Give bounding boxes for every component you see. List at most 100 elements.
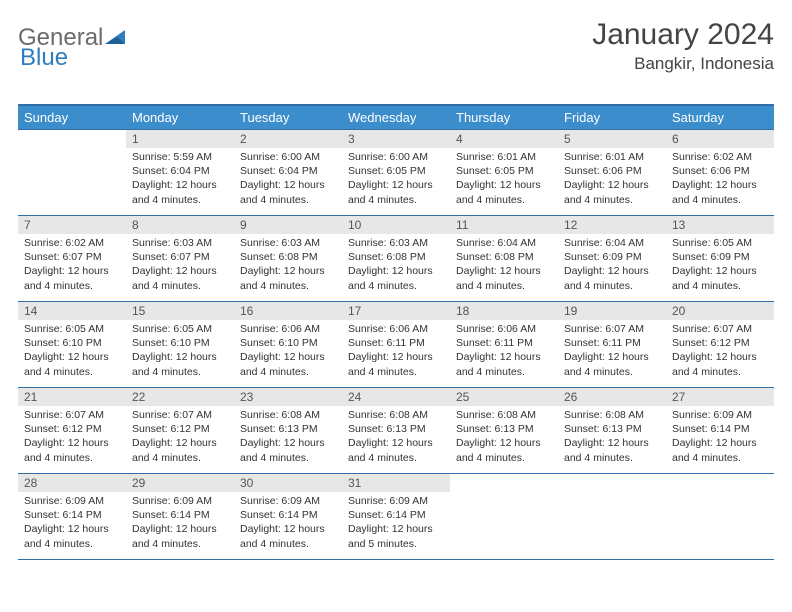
day-details: Sunrise: 6:07 AMSunset: 6:12 PMDaylight:…: [666, 320, 774, 383]
day-details: Sunrise: 6:05 AMSunset: 6:10 PMDaylight:…: [126, 320, 234, 383]
day-number: 31: [342, 474, 450, 492]
calendar-day-cell: 14Sunrise: 6:05 AMSunset: 6:10 PMDayligh…: [18, 302, 126, 388]
day-details: Sunrise: 6:01 AMSunset: 6:06 PMDaylight:…: [558, 148, 666, 211]
calendar-week-row: 21Sunrise: 6:07 AMSunset: 6:12 PMDayligh…: [18, 388, 774, 474]
calendar-day-cell: [450, 474, 558, 560]
calendar-day-cell: 4Sunrise: 6:01 AMSunset: 6:05 PMDaylight…: [450, 130, 558, 216]
day-details: Sunrise: 6:09 AMSunset: 6:14 PMDaylight:…: [342, 492, 450, 555]
day-number: 24: [342, 388, 450, 406]
day-details: Sunrise: 6:09 AMSunset: 6:14 PMDaylight:…: [234, 492, 342, 555]
day-number: 19: [558, 302, 666, 320]
calendar-day-cell: 8Sunrise: 6:03 AMSunset: 6:07 PMDaylight…: [126, 216, 234, 302]
calendar-day-cell: 15Sunrise: 6:05 AMSunset: 6:10 PMDayligh…: [126, 302, 234, 388]
calendar-week-row: 28Sunrise: 6:09 AMSunset: 6:14 PMDayligh…: [18, 474, 774, 560]
day-details: Sunrise: 6:00 AMSunset: 6:04 PMDaylight:…: [234, 148, 342, 211]
day-number: 6: [666, 130, 774, 148]
day-details: Sunrise: 6:04 AMSunset: 6:08 PMDaylight:…: [450, 234, 558, 297]
day-details: Sunrise: 6:09 AMSunset: 6:14 PMDaylight:…: [126, 492, 234, 555]
calendar-day-cell: [666, 474, 774, 560]
day-number: 29: [126, 474, 234, 492]
day-details: Sunrise: 6:07 AMSunset: 6:12 PMDaylight:…: [18, 406, 126, 469]
calendar-day-cell: [18, 130, 126, 216]
calendar-day-cell: [558, 474, 666, 560]
calendar-day-cell: 13Sunrise: 6:05 AMSunset: 6:09 PMDayligh…: [666, 216, 774, 302]
day-details: Sunrise: 6:01 AMSunset: 6:05 PMDaylight:…: [450, 148, 558, 211]
day-number: 3: [342, 130, 450, 148]
day-number: 13: [666, 216, 774, 234]
weekday-header: Thursday: [450, 105, 558, 130]
calendar-day-cell: 12Sunrise: 6:04 AMSunset: 6:09 PMDayligh…: [558, 216, 666, 302]
calendar-day-cell: 16Sunrise: 6:06 AMSunset: 6:10 PMDayligh…: [234, 302, 342, 388]
title-block: January 2024 Bangkir, Indonesia: [592, 18, 774, 74]
calendar-day-cell: 17Sunrise: 6:06 AMSunset: 6:11 PMDayligh…: [342, 302, 450, 388]
calendar-day-cell: 3Sunrise: 6:00 AMSunset: 6:05 PMDaylight…: [342, 130, 450, 216]
day-details: Sunrise: 5:59 AMSunset: 6:04 PMDaylight:…: [126, 148, 234, 211]
day-number: 26: [558, 388, 666, 406]
calendar-day-cell: 20Sunrise: 6:07 AMSunset: 6:12 PMDayligh…: [666, 302, 774, 388]
calendar-day-cell: 24Sunrise: 6:08 AMSunset: 6:13 PMDayligh…: [342, 388, 450, 474]
calendar-day-cell: 28Sunrise: 6:09 AMSunset: 6:14 PMDayligh…: [18, 474, 126, 560]
day-number: 7: [18, 216, 126, 234]
calendar-day-cell: 2Sunrise: 6:00 AMSunset: 6:04 PMDaylight…: [234, 130, 342, 216]
day-number: 11: [450, 216, 558, 234]
day-details: Sunrise: 6:05 AMSunset: 6:09 PMDaylight:…: [666, 234, 774, 297]
day-number: 15: [126, 302, 234, 320]
day-number: 12: [558, 216, 666, 234]
day-details: Sunrise: 6:05 AMSunset: 6:10 PMDaylight:…: [18, 320, 126, 383]
day-number: 18: [450, 302, 558, 320]
day-number: 28: [18, 474, 126, 492]
calendar-day-cell: 22Sunrise: 6:07 AMSunset: 6:12 PMDayligh…: [126, 388, 234, 474]
day-number: 1: [126, 130, 234, 148]
day-details: Sunrise: 6:03 AMSunset: 6:08 PMDaylight:…: [234, 234, 342, 297]
day-number: 23: [234, 388, 342, 406]
day-number: 21: [18, 388, 126, 406]
brand-text-2: Blue: [20, 44, 68, 72]
day-number: 25: [450, 388, 558, 406]
day-details: Sunrise: 6:08 AMSunset: 6:13 PMDaylight:…: [342, 406, 450, 469]
weekday-header-row: Sunday Monday Tuesday Wednesday Thursday…: [18, 105, 774, 130]
day-number: 8: [126, 216, 234, 234]
day-details: Sunrise: 6:06 AMSunset: 6:11 PMDaylight:…: [342, 320, 450, 383]
day-number: 16: [234, 302, 342, 320]
day-number: 4: [450, 130, 558, 148]
calendar-day-cell: 9Sunrise: 6:03 AMSunset: 6:08 PMDaylight…: [234, 216, 342, 302]
calendar-day-cell: 1Sunrise: 5:59 AMSunset: 6:04 PMDaylight…: [126, 130, 234, 216]
calendar-week-row: 7Sunrise: 6:02 AMSunset: 6:07 PMDaylight…: [18, 216, 774, 302]
day-details: Sunrise: 6:09 AMSunset: 6:14 PMDaylight:…: [666, 406, 774, 469]
day-number: 17: [342, 302, 450, 320]
day-details: Sunrise: 6:04 AMSunset: 6:09 PMDaylight:…: [558, 234, 666, 297]
day-details: Sunrise: 6:06 AMSunset: 6:10 PMDaylight:…: [234, 320, 342, 383]
calendar-day-cell: 7Sunrise: 6:02 AMSunset: 6:07 PMDaylight…: [18, 216, 126, 302]
calendar-day-cell: 6Sunrise: 6:02 AMSunset: 6:06 PMDaylight…: [666, 130, 774, 216]
day-number: 2: [234, 130, 342, 148]
day-number: 9: [234, 216, 342, 234]
day-number: [558, 474, 666, 478]
calendar-week-row: 14Sunrise: 6:05 AMSunset: 6:10 PMDayligh…: [18, 302, 774, 388]
day-number: [666, 474, 774, 478]
calendar-day-cell: 29Sunrise: 6:09 AMSunset: 6:14 PMDayligh…: [126, 474, 234, 560]
weekday-header: Tuesday: [234, 105, 342, 130]
calendar-day-cell: 5Sunrise: 6:01 AMSunset: 6:06 PMDaylight…: [558, 130, 666, 216]
calendar-week-row: 1Sunrise: 5:59 AMSunset: 6:04 PMDaylight…: [18, 130, 774, 216]
day-details: Sunrise: 6:06 AMSunset: 6:11 PMDaylight:…: [450, 320, 558, 383]
day-number: 5: [558, 130, 666, 148]
day-details: Sunrise: 6:03 AMSunset: 6:08 PMDaylight:…: [342, 234, 450, 297]
weekday-header: Wednesday: [342, 105, 450, 130]
calendar-day-cell: 31Sunrise: 6:09 AMSunset: 6:14 PMDayligh…: [342, 474, 450, 560]
calendar-day-cell: 25Sunrise: 6:08 AMSunset: 6:13 PMDayligh…: [450, 388, 558, 474]
day-details: Sunrise: 6:02 AMSunset: 6:06 PMDaylight:…: [666, 148, 774, 211]
calendar-day-cell: 23Sunrise: 6:08 AMSunset: 6:13 PMDayligh…: [234, 388, 342, 474]
calendar-table: Sunday Monday Tuesday Wednesday Thursday…: [18, 104, 774, 560]
weekday-header: Monday: [126, 105, 234, 130]
day-details: Sunrise: 6:07 AMSunset: 6:11 PMDaylight:…: [558, 320, 666, 383]
calendar-day-cell: 18Sunrise: 6:06 AMSunset: 6:11 PMDayligh…: [450, 302, 558, 388]
day-details: Sunrise: 6:08 AMSunset: 6:13 PMDaylight:…: [450, 406, 558, 469]
day-number: [18, 130, 126, 134]
month-title: January 2024: [592, 18, 774, 52]
weekday-header: Saturday: [666, 105, 774, 130]
day-details: Sunrise: 6:00 AMSunset: 6:05 PMDaylight:…: [342, 148, 450, 211]
calendar-day-cell: 26Sunrise: 6:08 AMSunset: 6:13 PMDayligh…: [558, 388, 666, 474]
day-number: 30: [234, 474, 342, 492]
weekday-header: Sunday: [18, 105, 126, 130]
calendar-day-cell: 30Sunrise: 6:09 AMSunset: 6:14 PMDayligh…: [234, 474, 342, 560]
